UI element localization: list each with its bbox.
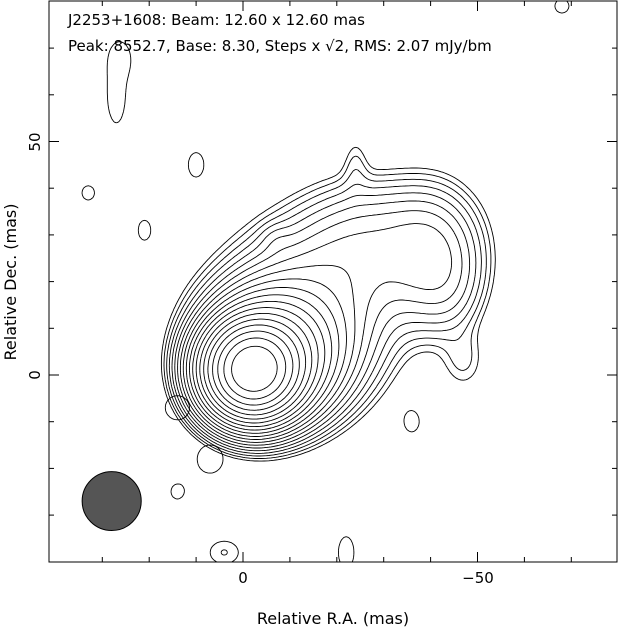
contour-level-16	[212, 324, 300, 411]
plot-frame	[48, 0, 618, 563]
contour-level-18	[223, 337, 287, 400]
contour-level-1	[163, 155, 492, 556]
contour-level-19	[231, 345, 278, 392]
x-tick-label-minus50: −50	[462, 569, 494, 587]
y-tick-label-50: 50	[26, 132, 44, 151]
header-line-2-post: , RMS: 2.07 mJy/bm	[344, 37, 492, 55]
contour-level-17	[217, 330, 294, 406]
y-axis-label: Relative Dec. (mas)	[1, 204, 20, 361]
contour-level-12	[195, 300, 326, 428]
contour-level-11	[192, 294, 333, 431]
contour-level-10	[189, 287, 340, 434]
contour-level-5	[174, 200, 471, 449]
contour-level-4	[171, 192, 477, 452]
contour-group	[81, 1, 570, 562]
x-axis-label: Relative R.A. (mas)	[257, 609, 409, 628]
contour-level-8	[182, 264, 356, 440]
beam-ellipse	[81, 471, 142, 532]
contour-level-6	[177, 210, 463, 446]
contour-level-15	[207, 318, 307, 416]
contour-level-0	[160, 1, 570, 562]
x-tick-label-0: 0	[238, 569, 248, 587]
y-tick-label-0: 0	[26, 370, 44, 380]
contour-level-7	[179, 223, 453, 443]
contour-level-14	[203, 312, 313, 420]
contour-level-13	[199, 307, 319, 424]
header-line-2-pre: Peak: 8552.7, Base: 8.30, Steps x	[68, 37, 325, 55]
header-sqrt-symbol: √2	[325, 37, 344, 55]
contour-level-9	[185, 278, 347, 437]
contour-level-3	[168, 183, 482, 454]
axis-ticks	[49, 1, 617, 562]
contour-level-2	[166, 168, 487, 457]
header-line-1: J2253+1608: Beam: 12.60 x 12.60 mas	[67, 11, 365, 29]
contour-negative	[81, 41, 224, 500]
header-line-2: Peak: 8552.7, Base: 8.30, Steps x √2, RM…	[68, 37, 492, 55]
